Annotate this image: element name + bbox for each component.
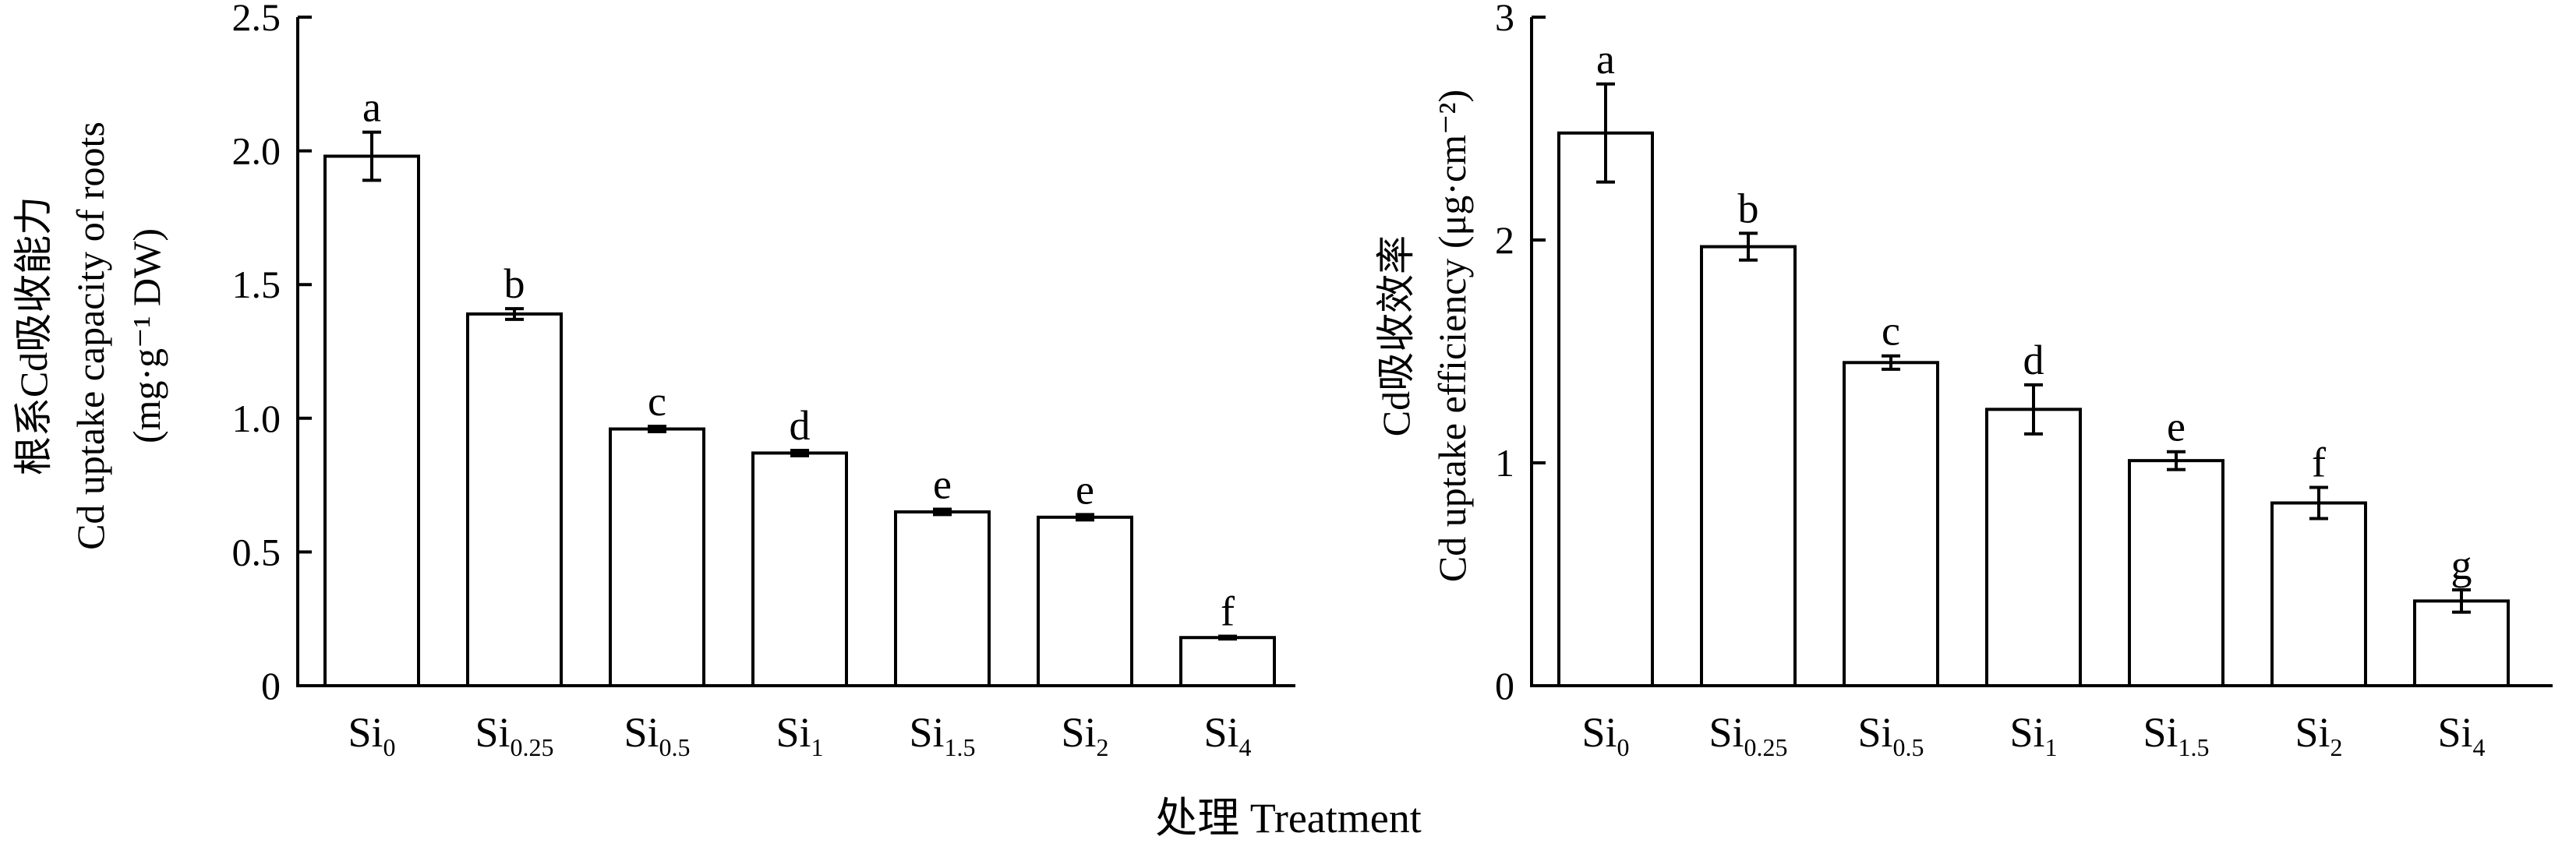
significance-letter: c bbox=[1882, 308, 1900, 355]
y-axis-title-line: Cd uptake efficiency (μg·cm⁻²) bbox=[1430, 90, 1474, 582]
bar bbox=[2413, 599, 2510, 688]
significance-letter: d bbox=[790, 402, 811, 449]
y-axis-title-line: 根系Cd吸收能力 bbox=[12, 196, 55, 475]
significance-letter: a bbox=[362, 84, 381, 131]
bar bbox=[1557, 131, 1654, 688]
y-tick-label: 1.0 bbox=[232, 397, 281, 440]
significance-letter: e bbox=[2167, 404, 2186, 450]
y-tick-label: 0.5 bbox=[232, 530, 281, 573]
y-tick-label: 0 bbox=[1495, 664, 1514, 708]
bar bbox=[894, 510, 991, 687]
x-axis-title: 处理 Treatment bbox=[1155, 795, 1421, 842]
category-label: Si1.5 bbox=[909, 709, 975, 761]
category-label: Si2 bbox=[1061, 709, 1108, 761]
y-tick-label: 1 bbox=[1495, 441, 1514, 485]
category-label: Si0.25 bbox=[475, 709, 553, 761]
category-label: Si1 bbox=[776, 709, 823, 761]
y-tick-label: 2.0 bbox=[232, 129, 281, 173]
bar bbox=[1037, 515, 1133, 687]
category-label: Si1.5 bbox=[2143, 709, 2209, 761]
bar bbox=[609, 427, 705, 687]
significance-letter: e bbox=[933, 461, 952, 507]
y-tick-label: 2.5 bbox=[232, 0, 281, 39]
category-label: Si1 bbox=[2009, 709, 2057, 761]
significance-letter: b bbox=[1738, 185, 1759, 231]
category-label: Si0.25 bbox=[1708, 709, 1787, 761]
y-tick-label: 0 bbox=[261, 664, 281, 708]
significance-letter: f bbox=[1221, 588, 1235, 635]
y-tick-label: 3 bbox=[1495, 0, 1514, 39]
bar bbox=[2270, 501, 2367, 687]
category-label: Si0 bbox=[348, 709, 395, 761]
y-axis-title-line: Cd uptake capacity of roots bbox=[69, 122, 112, 550]
bar bbox=[1179, 636, 1276, 687]
chart-uptake-efficiency: 0 1 2 3 a Si0 b Si0.25 c Si0.5 d Si1 e Si1.5 f Si2 g Si4 C… bbox=[1374, 0, 2553, 761]
significance-letter: e bbox=[1076, 466, 1094, 513]
significance-letter: b bbox=[504, 260, 525, 307]
significance-letter: g bbox=[2451, 542, 2472, 588]
bar bbox=[751, 451, 848, 688]
y-tick-label: 1.5 bbox=[232, 263, 281, 306]
significance-letter: d bbox=[2023, 337, 2044, 383]
y-axis-title-line: Cd吸收效率 bbox=[1374, 235, 1418, 436]
bar bbox=[323, 154, 420, 688]
chart-root-capacity: 0 0.5 1.0 1.5 2.0 2.5 a Si0 b Si0.25 c Si0.5 d Si1 e Si… bbox=[12, 0, 1295, 761]
significance-letter: c bbox=[648, 378, 666, 425]
y-axis-title-line: (mg·g⁻¹ DW) bbox=[125, 228, 168, 443]
bar bbox=[2128, 459, 2224, 687]
bar bbox=[1700, 245, 1797, 687]
category-label: Si0.5 bbox=[1857, 709, 1924, 761]
category-label: Si4 bbox=[2437, 709, 2485, 761]
y-tick-label: 2 bbox=[1495, 218, 1514, 262]
significance-letter: a bbox=[1596, 36, 1615, 83]
category-label: Si4 bbox=[1203, 709, 1251, 761]
bar bbox=[466, 312, 563, 687]
category-label: Si0 bbox=[1581, 709, 1629, 761]
category-label: Si0.5 bbox=[624, 709, 690, 761]
significance-letter: f bbox=[2312, 439, 2326, 485]
category-label: Si2 bbox=[2295, 709, 2342, 761]
bar bbox=[1985, 408, 2082, 687]
bar bbox=[1843, 361, 1939, 687]
